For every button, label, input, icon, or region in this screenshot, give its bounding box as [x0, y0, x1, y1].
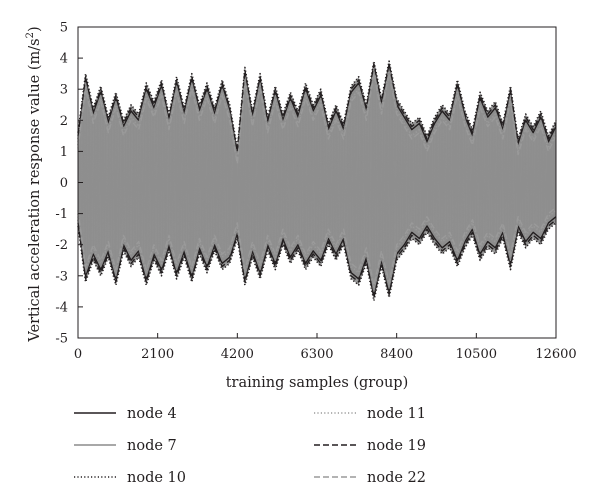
series-node-22-upper-envelope [77, 73, 557, 165]
x-tick-label: 6300 [300, 347, 333, 362]
y-tick-label: -1 [55, 207, 68, 222]
x-tick-label: 2100 [141, 347, 174, 362]
y-axis-title-main: Vertical acceleration response value (m/… [27, 38, 43, 342]
x-axis-title: training samples (group) [226, 375, 409, 391]
series-lines [77, 60, 557, 302]
y-tick-label: -5 [55, 332, 68, 347]
y-tick-label: 4 [60, 52, 68, 67]
legend-label-node-10: node 10 [127, 470, 186, 486]
y-tick-label: 2 [60, 114, 68, 129]
legend: node 4 node 7 node 10 node 11 node 19 node 22 [74, 406, 426, 486]
legend-label-node-7: node 7 [127, 438, 177, 454]
x-tick-label: 4200 [221, 347, 254, 362]
legend-label-node-4: node 4 [127, 406, 177, 422]
legend-label-node-22: node 22 [367, 470, 426, 486]
y-axis-title-close: ) [27, 26, 43, 32]
x-tick-label: 8400 [380, 347, 413, 362]
series-node-19-lower-envelope [77, 219, 557, 299]
axis-ticks: 0 2100 4200 6300 8400 10500 12600 -5 -4 -3 -2 -1 0 1 2… [55, 21, 576, 363]
y-axis-title-superscript: 2 [25, 32, 36, 38]
legend-label-node-11: node 11 [367, 406, 426, 422]
series-node-4-lower-envelope [77, 216, 557, 296]
y-tick-label: 3 [60, 83, 68, 98]
x-tick-label: 10500 [456, 347, 497, 362]
series-node-19-upper-envelope [77, 63, 557, 153]
x-tick-label: 12600 [535, 347, 576, 362]
series-node-7-lower-envelope [77, 213, 557, 293]
y-axis-title: Vertical acceleration response value (m/… [25, 26, 43, 342]
y-tick-label: 0 [60, 176, 68, 191]
x-tick-label: 0 [74, 347, 82, 362]
series-node-22-lower-envelope [77, 206, 557, 286]
y-tick-label: 5 [60, 21, 68, 36]
legend-label-node-19: node 19 [367, 438, 426, 454]
y-tick-label: -4 [55, 300, 68, 315]
y-tick-label: -2 [55, 238, 68, 253]
series-node-10-lower-envelope [77, 222, 557, 302]
y-tick-label: -3 [55, 269, 68, 284]
y-tick-label: 1 [60, 145, 68, 160]
